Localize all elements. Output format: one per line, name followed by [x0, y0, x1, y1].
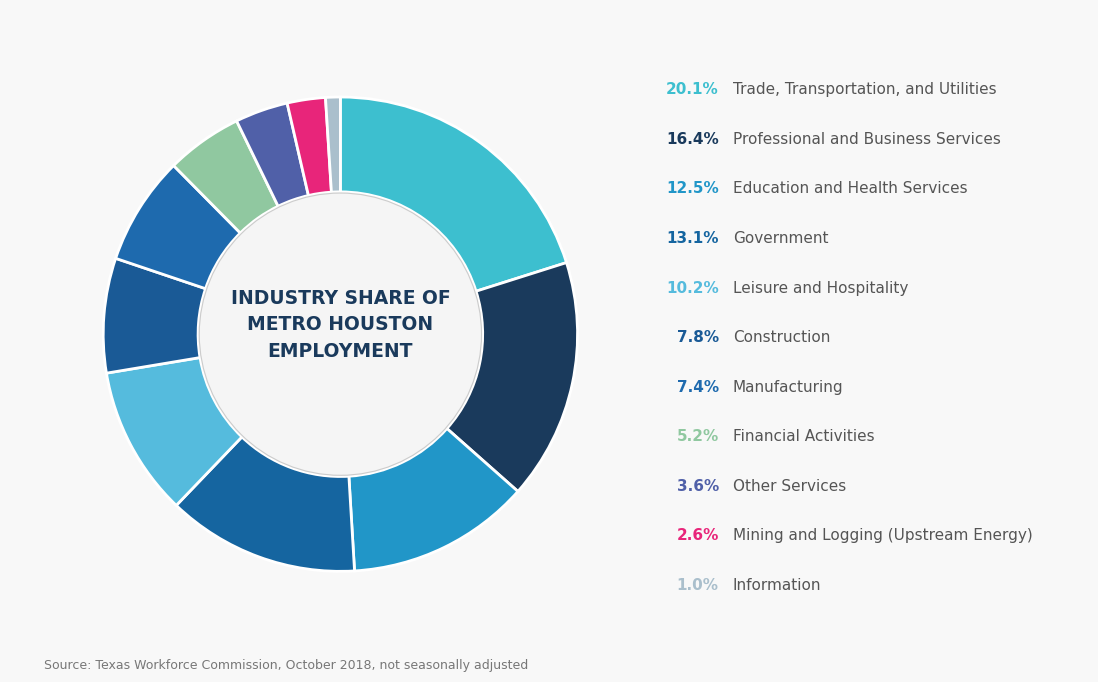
Text: 3.6%: 3.6%: [676, 479, 719, 494]
Wedge shape: [340, 97, 567, 291]
Text: 7.8%: 7.8%: [676, 330, 719, 345]
Wedge shape: [115, 166, 240, 288]
Text: 20.1%: 20.1%: [666, 83, 719, 98]
Text: 5.2%: 5.2%: [676, 429, 719, 444]
Wedge shape: [236, 103, 309, 206]
Text: Information: Information: [733, 578, 821, 593]
Wedge shape: [103, 258, 205, 373]
Wedge shape: [288, 98, 332, 196]
Text: Mining and Logging (Upstream Energy): Mining and Logging (Upstream Energy): [733, 529, 1032, 544]
Text: Financial Activities: Financial Activities: [733, 429, 874, 444]
Wedge shape: [177, 437, 355, 572]
Wedge shape: [349, 428, 518, 571]
Text: Manufacturing: Manufacturing: [733, 380, 843, 395]
Text: Government: Government: [733, 231, 828, 246]
Text: 7.4%: 7.4%: [676, 380, 719, 395]
Wedge shape: [173, 121, 278, 233]
Text: 12.5%: 12.5%: [666, 181, 719, 196]
Text: Education and Health Services: Education and Health Services: [733, 181, 967, 196]
Text: 13.1%: 13.1%: [666, 231, 719, 246]
Text: Leisure and Hospitality: Leisure and Hospitality: [733, 280, 908, 295]
Text: Source: Texas Workforce Commission, October 2018, not seasonally adjusted: Source: Texas Workforce Commission, Octo…: [44, 659, 528, 672]
Text: Construction: Construction: [733, 330, 830, 345]
Wedge shape: [325, 97, 340, 192]
Text: 2.6%: 2.6%: [676, 529, 719, 544]
Text: Other Services: Other Services: [733, 479, 847, 494]
Text: INDUSTRY SHARE OF
METRO HOUSTON
EMPLOYMENT: INDUSTRY SHARE OF METRO HOUSTON EMPLOYME…: [231, 288, 450, 361]
Text: Professional and Business Services: Professional and Business Services: [733, 132, 1000, 147]
Text: 16.4%: 16.4%: [666, 132, 719, 147]
Circle shape: [199, 193, 482, 475]
Text: 1.0%: 1.0%: [676, 578, 719, 593]
Wedge shape: [447, 263, 578, 492]
Text: Trade, Transportation, and Utilities: Trade, Transportation, and Utilities: [733, 83, 997, 98]
Text: 10.2%: 10.2%: [666, 280, 719, 295]
Wedge shape: [107, 357, 242, 505]
